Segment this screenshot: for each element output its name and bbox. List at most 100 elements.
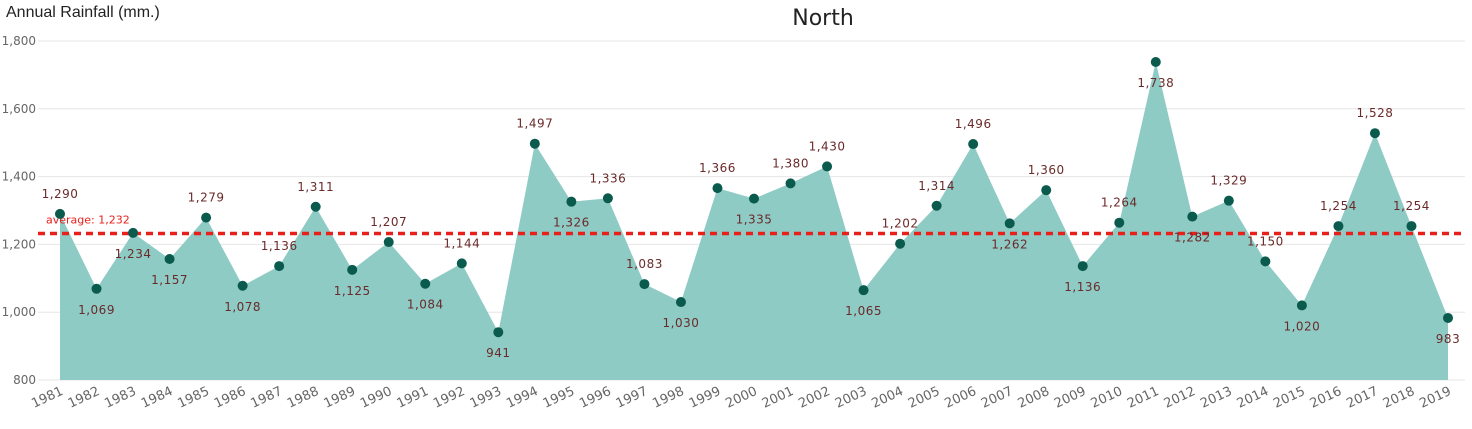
x-tick-label: 1999 (687, 384, 723, 412)
data-label-2005: 1,314 (918, 179, 955, 193)
x-tick-label: 1988 (285, 384, 321, 412)
data-point-2005 (931, 200, 942, 211)
x-tick-label: 1995 (541, 384, 577, 412)
data-label-2019: 983 (1436, 332, 1460, 346)
data-label-2018: 1,254 (1393, 199, 1430, 213)
data-label-1986: 1,078 (224, 300, 261, 314)
data-label-2012: 1,282 (1174, 231, 1211, 245)
data-point-2016 (1333, 221, 1344, 232)
x-tick-label: 2017 (1344, 384, 1380, 412)
x-tick-label: 1990 (358, 384, 394, 412)
data-point-1996 (602, 193, 613, 204)
data-label-2010: 1,264 (1101, 196, 1138, 210)
data-point-1986 (237, 280, 248, 291)
data-point-1989 (347, 264, 358, 275)
data-label-2007: 1,262 (991, 237, 1028, 251)
data-point-2010 (1114, 217, 1125, 228)
data-point-2017 (1369, 128, 1380, 139)
data-point-1998 (675, 297, 686, 308)
data-label-1990: 1,207 (370, 215, 407, 229)
x-tick-label: 2001 (760, 384, 796, 412)
data-point-1988 (310, 201, 321, 212)
chart-title: North (792, 6, 854, 31)
x-tick-label: 2002 (796, 384, 832, 412)
data-label-2016: 1,254 (1320, 199, 1357, 213)
data-point-1993 (493, 327, 504, 338)
data-point-2008 (1041, 185, 1052, 196)
data-point-1999 (712, 183, 723, 194)
x-tick-label: 2000 (723, 384, 759, 412)
x-tick-label: 1987 (249, 384, 285, 412)
x-tick-label: 2004 (869, 384, 905, 412)
data-label-2000: 1,335 (736, 213, 773, 227)
data-label-1985: 1,279 (188, 191, 225, 205)
x-tick-label: 1985 (175, 384, 211, 412)
data-point-1984 (164, 253, 175, 264)
y-tick-label: 1,000 (2, 305, 36, 319)
x-tick-label: 1997 (614, 384, 650, 412)
data-label-1993: 941 (486, 346, 510, 360)
x-tick-label: 1986 (212, 384, 248, 412)
data-point-2002 (822, 161, 833, 172)
x-tick-label: 1994 (504, 384, 540, 412)
data-label-2013: 1,329 (1210, 174, 1247, 188)
data-label-2011: 1,738 (1137, 76, 1174, 90)
data-point-2003 (858, 285, 869, 296)
y-tick-label: 1,800 (2, 34, 36, 48)
data-label-1987: 1,136 (261, 239, 298, 253)
data-label-2015: 1,020 (1283, 319, 1320, 333)
y-axis-title: Annual Rainfall (mm.) (6, 4, 160, 21)
area-series (60, 62, 1448, 381)
x-tick-label: 1984 (139, 384, 175, 412)
data-point-1994 (529, 138, 540, 149)
data-label-1981: 1,290 (42, 187, 79, 201)
x-tick-label: 1982 (66, 384, 102, 412)
data-label-1998: 1,030 (663, 316, 700, 330)
data-point-2019 (1443, 312, 1453, 323)
x-tick-label: 1992 (431, 384, 467, 412)
data-label-2003: 1,065 (845, 304, 882, 318)
data-label-1989: 1,125 (334, 284, 371, 298)
data-point-2004 (895, 238, 906, 249)
data-point-2011 (1150, 57, 1161, 68)
data-point-1997 (639, 279, 650, 290)
data-point-2018 (1406, 221, 1417, 232)
data-point-2001 (785, 178, 796, 189)
x-tick-label: 2009 (1052, 384, 1088, 412)
x-tick-label: 1998 (650, 384, 686, 412)
data-point-1982 (91, 283, 102, 294)
x-tick-label: 2007 (979, 384, 1015, 412)
y-tick-label: 1,600 (2, 102, 36, 116)
data-point-1992 (456, 258, 467, 269)
x-tick-label: 1996 (577, 384, 613, 412)
x-tick-label: 2012 (1162, 384, 1198, 412)
x-tick-label: 2019 (1417, 384, 1453, 412)
y-tick-label: 1,200 (2, 237, 36, 251)
data-label-2006: 1,496 (955, 117, 992, 131)
x-tick-label: 1991 (395, 384, 431, 412)
data-label-1991: 1,084 (407, 298, 444, 312)
data-label-1996: 1,336 (589, 171, 626, 185)
data-label-1994: 1,497 (516, 117, 553, 131)
data-point-1981 (55, 208, 65, 219)
data-point-2000 (749, 193, 759, 204)
x-tick-label: 2006 (943, 384, 979, 412)
data-label-2014: 1,150 (1247, 234, 1284, 248)
x-tick-label: 2013 (1198, 384, 1234, 412)
x-tick-label: 1993 (468, 384, 504, 412)
y-tick-label: 800 (13, 373, 36, 387)
data-label-1984: 1,157 (151, 273, 188, 287)
data-point-2007 (1004, 218, 1015, 229)
data-label-2009: 1,136 (1064, 280, 1101, 294)
x-tick-label: 2011 (1125, 384, 1161, 412)
x-tick-label: 1983 (102, 384, 138, 412)
x-tick-label: 2016 (1308, 384, 1344, 412)
x-tick-label: 1981 (29, 384, 65, 412)
data-point-1983 (128, 227, 139, 238)
x-tick-label: 2008 (1016, 384, 1052, 412)
y-tick-label: 1,400 (2, 170, 36, 184)
x-tick-label: 2014 (1235, 384, 1271, 412)
data-label-2001: 1,380 (772, 156, 809, 170)
data-point-1991 (420, 278, 431, 289)
